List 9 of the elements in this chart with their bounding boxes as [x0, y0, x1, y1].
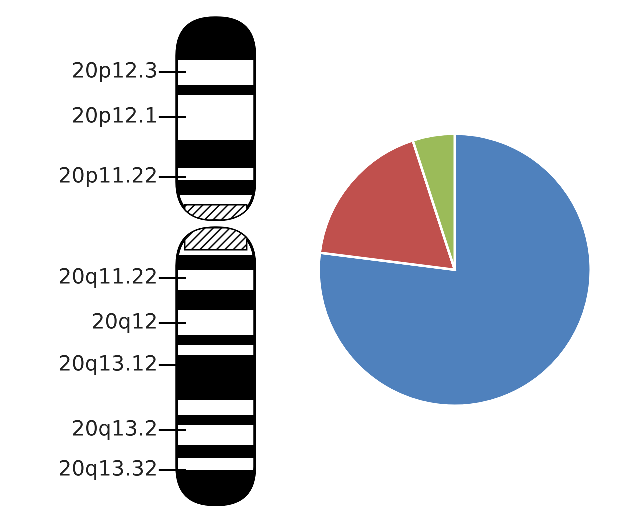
text: 20p12.1 [73, 107, 156, 128]
text: 20q13.2 [73, 420, 156, 440]
text: 20q13.32 [60, 460, 156, 480]
text: 20q12 [93, 313, 156, 334]
pie-slice [318, 132, 592, 408]
text: 20p11.22 [60, 167, 156, 188]
text: 20q13.12 [60, 355, 156, 376]
text: 20q11.22 [60, 268, 156, 288]
text: 20p12.3 [73, 62, 156, 82]
